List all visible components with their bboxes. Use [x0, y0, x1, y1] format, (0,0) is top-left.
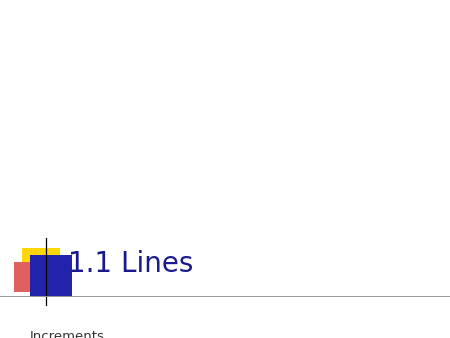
Bar: [22, 248, 60, 278]
Text: 1.1 Lines: 1.1 Lines: [68, 250, 194, 278]
Bar: [14, 262, 52, 292]
Bar: [30, 255, 72, 297]
Text: Increments: Increments: [30, 330, 105, 338]
